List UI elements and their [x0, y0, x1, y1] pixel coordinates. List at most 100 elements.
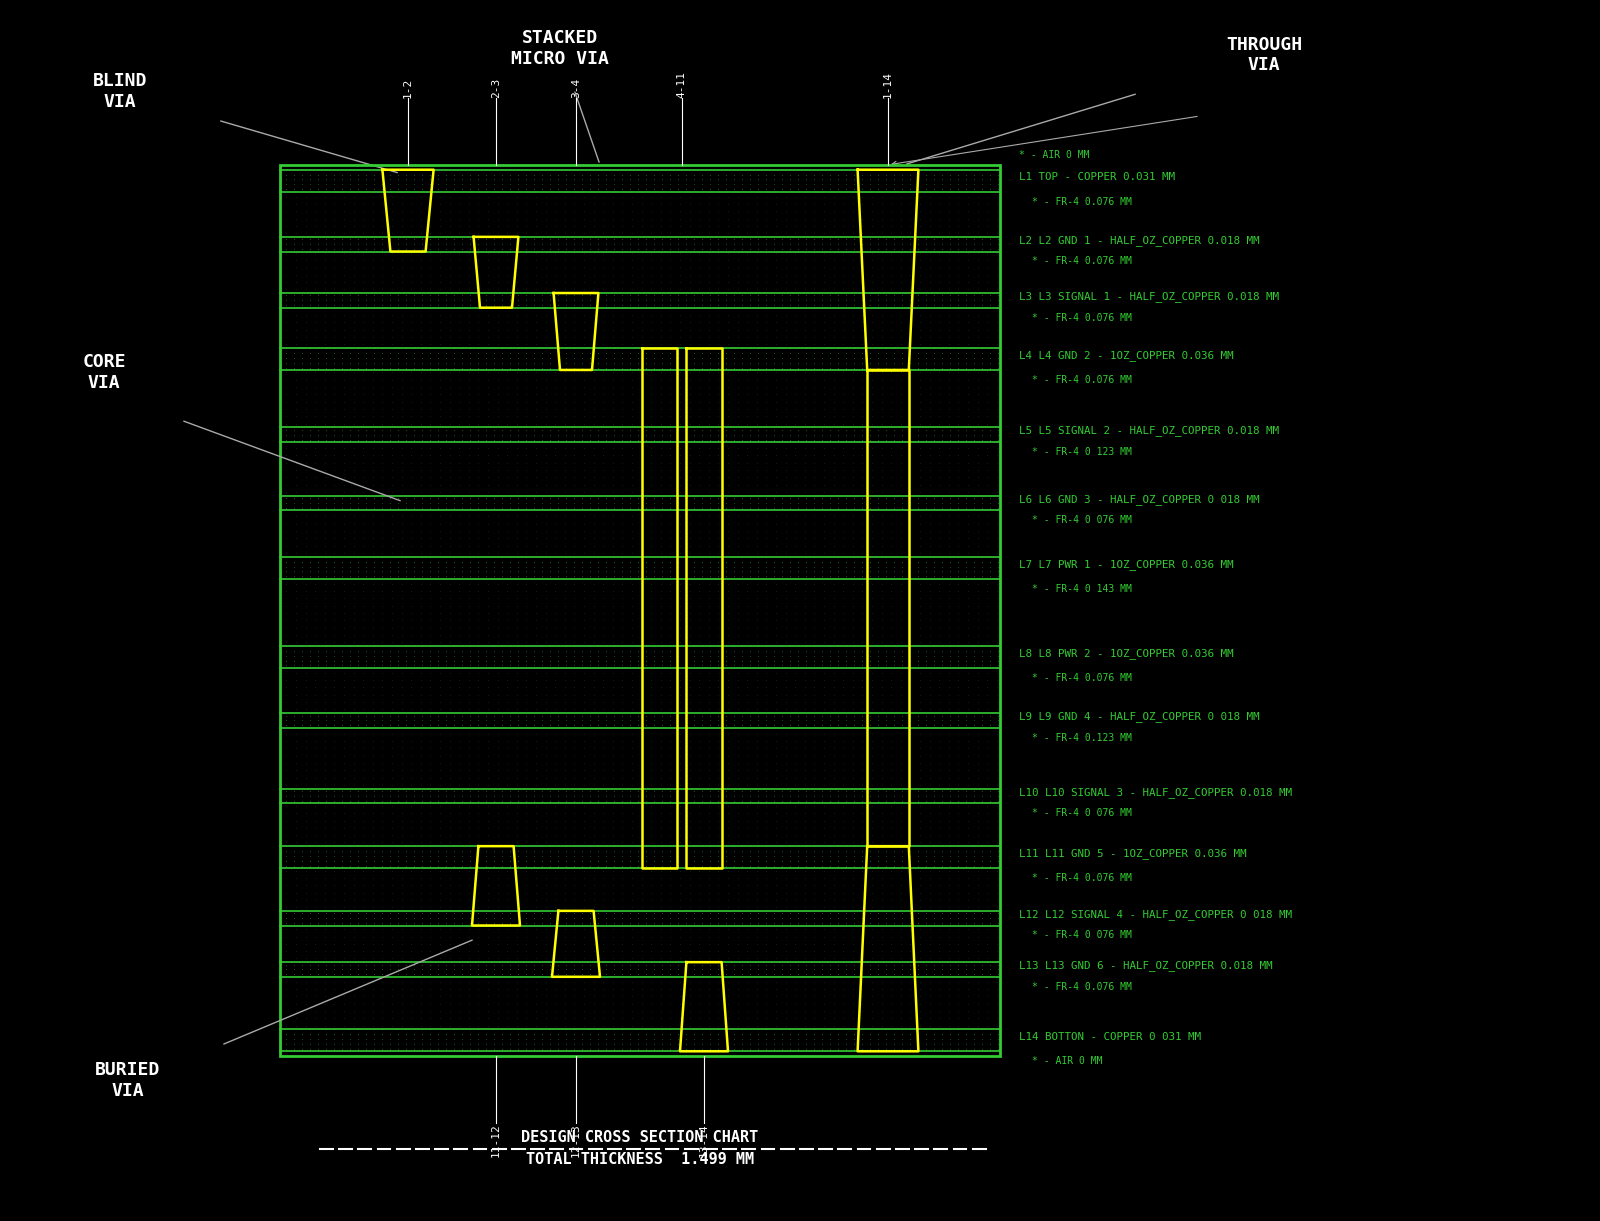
Point — [686, 194, 712, 214]
Point — [314, 1020, 339, 1039]
Point — [810, 856, 835, 875]
Point — [686, 521, 712, 541]
Point — [858, 175, 883, 194]
Point — [762, 493, 787, 513]
Point — [602, 425, 627, 444]
Point — [330, 179, 355, 199]
Point — [456, 581, 482, 601]
Point — [562, 927, 587, 946]
Point — [978, 1020, 1003, 1039]
Point — [782, 596, 808, 615]
Point — [408, 280, 434, 299]
Point — [859, 529, 885, 548]
Point — [834, 636, 859, 656]
Point — [794, 160, 819, 179]
Point — [402, 781, 427, 801]
Point — [314, 636, 339, 656]
Point — [754, 216, 779, 236]
Point — [674, 353, 699, 372]
Point — [642, 179, 667, 199]
Point — [866, 175, 891, 194]
Point — [810, 716, 835, 735]
Point — [418, 711, 443, 730]
Point — [725, 536, 750, 556]
Point — [725, 216, 750, 236]
Point — [312, 610, 338, 630]
Point — [562, 557, 587, 576]
Point — [725, 1009, 750, 1028]
Point — [426, 711, 451, 730]
Point — [922, 239, 947, 259]
Point — [341, 811, 366, 830]
Point — [379, 438, 405, 458]
Point — [590, 761, 616, 780]
Point — [677, 625, 702, 645]
Bar — [280, 165, 1000, 1056]
Point — [907, 392, 933, 411]
Point — [970, 547, 995, 567]
Point — [986, 1034, 1011, 1054]
Point — [629, 280, 654, 299]
Point — [878, 890, 904, 910]
Point — [974, 987, 1000, 1006]
Point — [642, 904, 667, 923]
Point — [859, 941, 885, 961]
Point — [782, 883, 808, 902]
Point — [322, 425, 347, 444]
Point — [306, 343, 331, 363]
Point — [610, 811, 635, 830]
Point — [504, 875, 530, 895]
Point — [282, 425, 307, 444]
Point — [898, 589, 923, 608]
Point — [650, 646, 675, 665]
Point — [370, 358, 395, 377]
Point — [466, 786, 491, 806]
Point — [936, 949, 962, 968]
Point — [458, 641, 483, 661]
Point — [898, 833, 923, 852]
Point — [610, 589, 635, 608]
Point — [930, 955, 955, 974]
Point — [734, 507, 760, 526]
Point — [763, 313, 789, 332]
Point — [818, 179, 843, 199]
Point — [370, 298, 395, 317]
Point — [888, 521, 914, 541]
Point — [362, 786, 387, 806]
Point — [878, 618, 904, 637]
Point — [734, 596, 760, 615]
Point — [782, 521, 808, 541]
Point — [485, 250, 510, 270]
Point — [821, 243, 846, 263]
Point — [786, 908, 811, 928]
Point — [878, 949, 904, 968]
Point — [850, 280, 875, 299]
Point — [763, 223, 789, 243]
Point — [514, 856, 539, 875]
Point — [602, 786, 627, 806]
Point — [466, 678, 491, 697]
Point — [389, 216, 414, 236]
Point — [642, 547, 667, 567]
Point — [538, 295, 563, 315]
Point — [482, 908, 507, 928]
Point — [442, 786, 467, 806]
Point — [370, 700, 395, 719]
Point — [690, 636, 715, 656]
Point — [898, 706, 923, 725]
Point — [410, 430, 435, 449]
Point — [638, 377, 664, 397]
Point — [744, 610, 770, 630]
Point — [850, 603, 875, 623]
Point — [341, 897, 366, 917]
Point — [986, 338, 1011, 358]
Point — [379, 536, 405, 556]
Point — [341, 438, 366, 458]
Point — [408, 949, 434, 968]
Point — [898, 641, 923, 661]
Point — [610, 425, 635, 444]
Point — [378, 856, 403, 875]
Point — [794, 170, 819, 189]
Point — [650, 175, 675, 194]
Point — [426, 567, 451, 586]
